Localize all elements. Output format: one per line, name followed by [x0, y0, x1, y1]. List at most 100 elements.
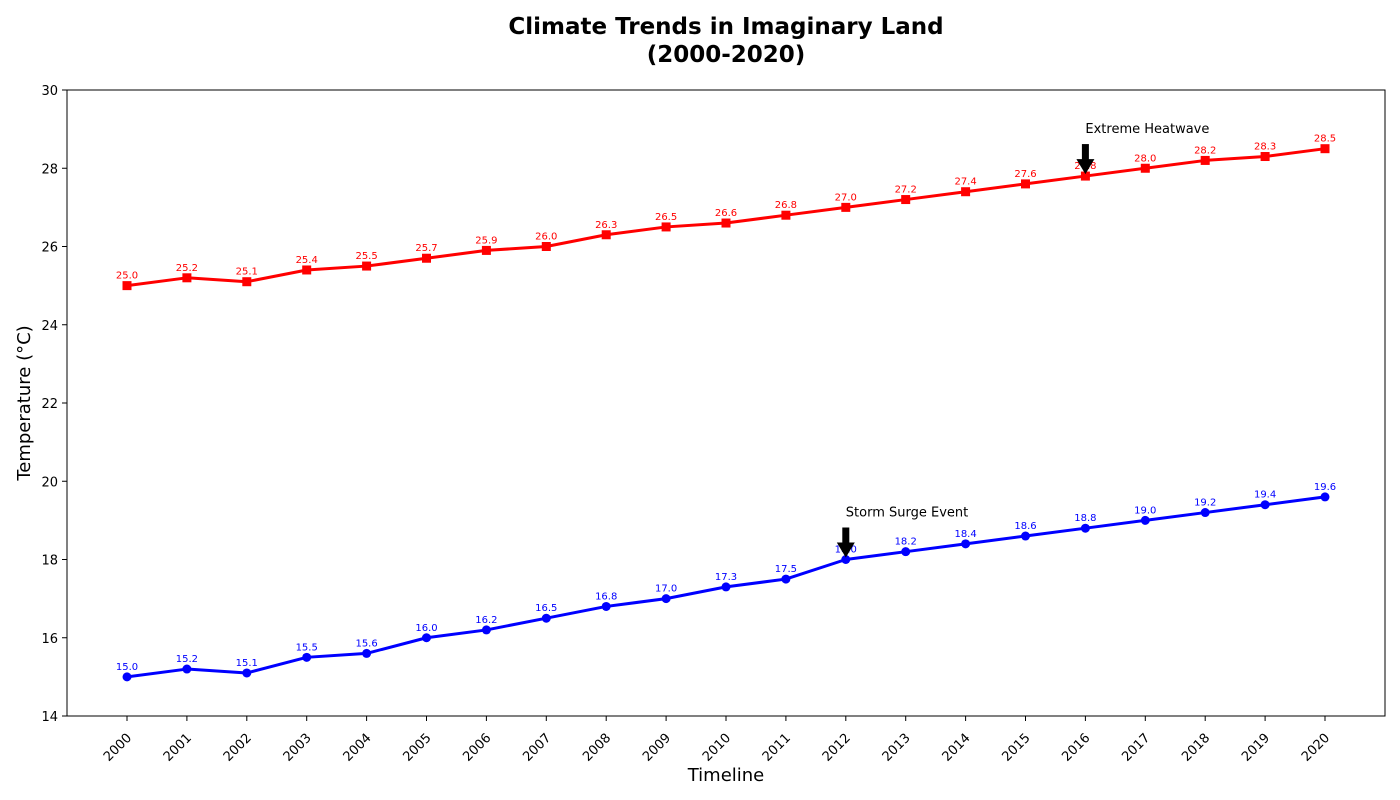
x-tick-label: 2003: [281, 731, 315, 765]
data-point: [362, 648, 372, 658]
data-label: 15.5: [296, 642, 318, 653]
data-point: [1320, 492, 1330, 502]
data-label: 28.2: [1194, 145, 1216, 156]
data-label: 26.6: [715, 208, 737, 219]
data-label: 26.0: [535, 232, 557, 243]
chart-subtitle: (2000-2020): [647, 42, 806, 68]
x-tick-label: 2019: [1239, 731, 1273, 765]
data-label: 25.1: [236, 267, 258, 278]
data-label: 16.5: [535, 603, 557, 614]
data-point: [1080, 171, 1090, 181]
x-tick-label: 2002: [221, 731, 255, 765]
data-point: [961, 187, 971, 197]
data-point: [661, 594, 671, 604]
x-tick-label: 2011: [760, 731, 794, 765]
data-point: [1021, 531, 1030, 541]
data-label: 18.4: [954, 529, 976, 540]
data-label: 17.3: [715, 572, 737, 583]
annotation-arrow-shaft: [842, 527, 850, 544]
y-axis-label: Temperature (°C): [14, 325, 35, 481]
data-label: 15.1: [236, 658, 258, 669]
y-tick-label: 22: [41, 397, 58, 412]
data-point: [182, 273, 192, 283]
y-tick-label: 26: [41, 241, 58, 256]
data-label: 26.3: [595, 220, 617, 231]
data-point: [242, 277, 252, 287]
data-point: [541, 613, 551, 623]
data-label: 16.2: [475, 615, 497, 626]
data-point: [901, 547, 911, 557]
data-point: [362, 261, 372, 271]
annotation: Storm Surge Event: [836, 506, 968, 558]
data-label: 25.7: [415, 243, 437, 254]
x-tick-label: 2013: [880, 731, 914, 765]
x-tick-label: 2010: [700, 731, 734, 765]
data-label: 27.4: [954, 177, 976, 188]
data-point: [122, 281, 132, 291]
annotation-text: Storm Surge Event: [846, 506, 968, 521]
data-point: [1080, 523, 1090, 533]
data-label: 25.0: [116, 271, 138, 282]
data-point: [721, 218, 731, 228]
annotation: Extreme Heatwave: [1076, 122, 1209, 175]
data-label: 17.0: [655, 584, 677, 595]
data-label: 19.4: [1254, 490, 1276, 501]
data-point: [422, 633, 431, 643]
data-label: 16.0: [415, 623, 437, 634]
data-label: 25.2: [176, 263, 198, 274]
data-label: 19.2: [1194, 498, 1216, 509]
x-tick-label: 2018: [1179, 731, 1213, 765]
x-tick-label: 2001: [161, 731, 195, 765]
series-1: 15.0 15.2 15.1 15.5 15.6 16.0 16.2 16.5 16.8 17.0…: [116, 482, 1336, 682]
x-tick-label: 2016: [1059, 731, 1093, 765]
data-point: [302, 652, 312, 662]
plot-area: 14 16 18 20 22 24 26 28 30 2000 2001 2002 2003 2004 20…: [41, 84, 1386, 765]
data-point: [1200, 155, 1210, 165]
x-axis-label: Timeline: [687, 765, 765, 786]
data-point: [1021, 179, 1030, 189]
x-tick-label: 2005: [400, 731, 434, 765]
data-label: 18.2: [895, 537, 917, 548]
data-point: [242, 668, 252, 678]
chart-title: Climate Trends in Imaginary Land: [508, 14, 943, 40]
data-label: 15.2: [176, 654, 198, 665]
annotation-arrow-head: [1076, 159, 1095, 175]
plot-frame: [66, 89, 1386, 717]
data-label: 28.3: [1254, 142, 1276, 153]
data-label: 28.0: [1134, 153, 1156, 164]
y-tick-label: 16: [41, 632, 58, 647]
y-tick-label: 24: [41, 319, 58, 334]
x-tick-label: 2017: [1119, 731, 1153, 765]
y-tick-label: 14: [41, 710, 58, 725]
data-label: 17.5: [775, 564, 797, 575]
data-point: [302, 265, 312, 275]
data-label: 26.5: [655, 212, 677, 223]
x-tick-label: 2015: [999, 731, 1033, 765]
data-point: [1200, 508, 1210, 518]
x-tick-label: 2014: [940, 731, 974, 765]
series-0: 25.0 25.2 25.1 25.4 25.5 25.7 25.9 26.0 26.3 26.5…: [116, 134, 1336, 291]
data-point: [182, 664, 192, 674]
data-label: 16.8: [595, 591, 617, 602]
x-tick-label: 2007: [520, 731, 554, 765]
data-point: [601, 601, 611, 611]
x-tick-label: 2004: [341, 731, 375, 765]
data-label: 19.0: [1134, 505, 1156, 516]
y-tick-label: 30: [41, 84, 58, 99]
data-label: 28.5: [1314, 134, 1336, 145]
y-tick-label: 28: [41, 162, 58, 177]
data-label: 19.6: [1314, 482, 1336, 493]
data-label: 27.0: [835, 192, 857, 203]
data-point: [122, 672, 132, 682]
data-point: [481, 245, 491, 255]
annotation-arrow-head: [836, 542, 855, 558]
data-point: [781, 574, 791, 584]
data-point: [1140, 515, 1150, 525]
data-label: 25.4: [296, 255, 318, 266]
x-tick-label: 2009: [640, 731, 674, 765]
annotation-arrow-shaft: [1081, 144, 1089, 161]
data-point: [781, 210, 791, 220]
data-label: 26.8: [775, 200, 797, 211]
x-tick-label: 2000: [101, 731, 135, 765]
